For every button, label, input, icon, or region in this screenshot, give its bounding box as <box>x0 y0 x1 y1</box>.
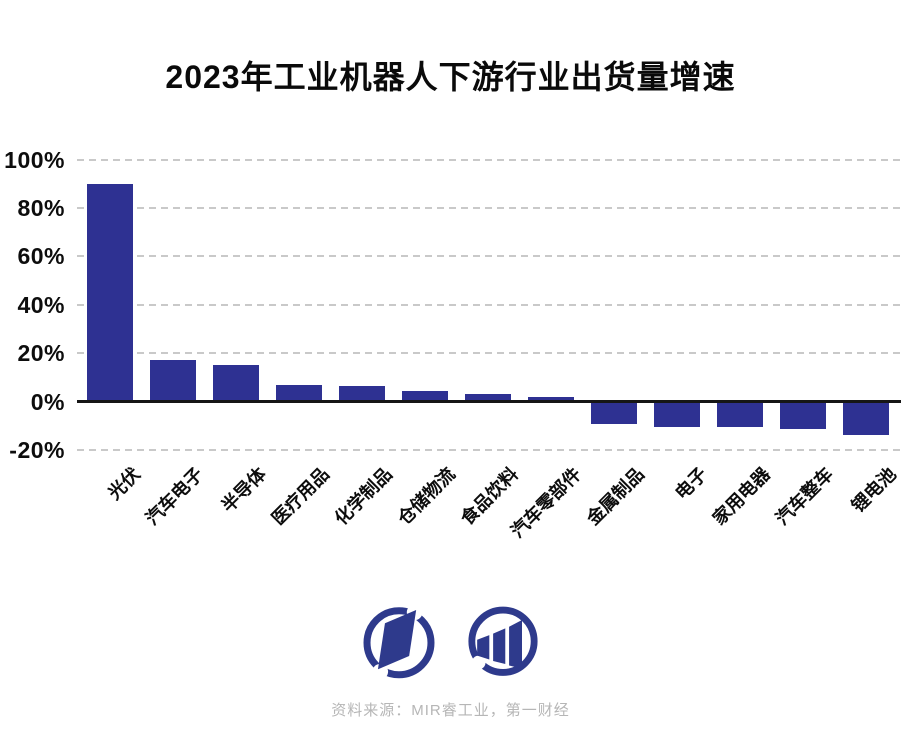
bar-汽车电子 <box>149 360 196 402</box>
category-label: 化学制品 <box>330 463 396 529</box>
yicai-logo <box>363 604 435 680</box>
bar-汽车零部件 <box>527 396 574 402</box>
gridline <box>77 206 901 209</box>
bar-家用电器 <box>716 401 763 427</box>
y-tick-label: 60% <box>17 243 65 270</box>
category-label: 家用电器 <box>708 463 774 529</box>
y-tick-label: -20% <box>9 436 65 463</box>
source-note: 资料来源：MIR睿工业，第一财经 <box>331 702 570 719</box>
bar-chart: 100% 80% 60% 40% 20% 0% -20% 光伏 汽车电子 半导体 医疗用品 化学制品仓… <box>4 146 901 542</box>
category-label: 汽车电子 <box>141 463 207 529</box>
bar-仓储物流 <box>401 390 448 402</box>
category-label: 汽车整车 <box>771 463 837 529</box>
category-label: 金属制品 <box>582 463 648 529</box>
bar-半导体 <box>212 365 259 402</box>
gridline <box>77 303 901 306</box>
bar-电子 <box>653 401 700 427</box>
gridline <box>77 448 901 451</box>
logo-row <box>0 602 901 682</box>
y-tick-label: 100% <box>4 146 65 173</box>
bar-化学制品 <box>338 385 385 402</box>
category-label: 锂电池 <box>847 463 900 517</box>
category-label: 仓储物流 <box>393 463 459 529</box>
mir-logo <box>468 606 538 676</box>
category-label: 光伏 <box>104 463 144 504</box>
y-tick-label: 20% <box>17 340 65 367</box>
bar-金属制品 <box>590 401 637 425</box>
category-label: 医疗用品 <box>267 463 333 529</box>
bar-光伏 <box>86 183 133 402</box>
bar-汽车整车 <box>779 401 826 430</box>
bar-锂电池 <box>842 401 889 436</box>
bar-医疗用品 <box>275 384 322 402</box>
category-label: 电子 <box>671 463 711 504</box>
y-tick-label: 40% <box>17 291 65 318</box>
gridline <box>77 255 901 258</box>
gridline <box>77 158 901 161</box>
chart-title: 2023年工业机器人下游行业出货量增速 <box>165 59 736 95</box>
y-tick-label: 80% <box>17 194 65 221</box>
x-axis-line <box>77 399 901 403</box>
gridline <box>77 352 901 355</box>
y-tick-label: 0% <box>30 388 65 415</box>
bar-食品饮料 <box>464 394 511 402</box>
category-label: 半导体 <box>217 463 270 517</box>
